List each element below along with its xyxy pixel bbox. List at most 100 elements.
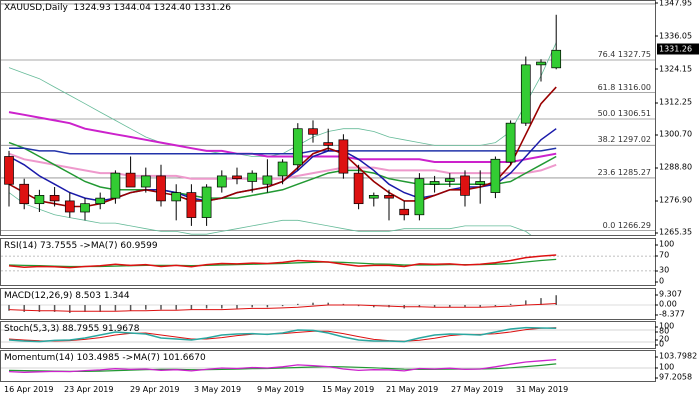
macd-panel[interactable]: MACD(12,26,9) 8.503 1.344 [0,288,656,320]
candle-body [338,139,349,174]
candle-body [186,192,197,218]
stoch-label: Stoch(5,3,3) 88.7955 91.9678 [4,324,140,334]
candle-body [201,186,212,218]
chart-ohlc-values: 1324.93 1344.04 1324.40 1331.26 [73,3,231,13]
momentum-panel[interactable]: Momentum(14) 103.4985 ->MA(7) 101.6670 [0,350,656,382]
candle-body [19,183,30,205]
momentum-line [8,358,557,373]
rsi-label: RSI(14) 73.7555 ->MA(7) 60.9599 [4,241,158,251]
fib-level-label: 23.6 1285.27 [597,167,651,177]
candle-body [384,195,394,199]
price-chart-svg [1,3,655,235]
rsi-axis-30: 30 [654,265,670,275]
price-axis: 1347.95 1336.05 1324.15 1312.25 1300.70 1288.… [654,0,700,237]
momentum-svg [1,358,655,373]
date-tick-label: 3 May 2019 [194,385,242,394]
candle-body [262,175,273,185]
candle-body [156,175,166,202]
price-axis-tick: 1288.80 [654,162,693,172]
candle-body [490,158,501,193]
price-axis-tick: 1276.90 [654,195,693,205]
fib-level-label: 100.0 1347.95 [592,1,651,3]
macd-axis-min: -8.377 [655,309,685,319]
date-tick-label: 15 May 2019 [322,385,375,394]
candle-body [232,175,242,180]
date-tick-label: 27 May 2019 [451,385,504,394]
candle-body [171,192,182,202]
stoch-k-line [8,326,557,343]
stoch-axis-0: 0 [654,339,665,349]
momentum-label: Momentum(14) 103.4985 ->MA(7) 101.6670 [4,353,206,363]
macd-svg [1,295,655,314]
candle-body [536,61,546,66]
fib-level-label: 0.0 1266.29 [602,220,651,230]
price-axis-tick: 1300.70 [654,129,693,139]
candle-body [277,161,288,177]
price-axis-tick: 1324.15 [654,64,693,74]
stoch-panel[interactable]: Stoch(5,3,3) 88.7955 91.9678 [0,321,656,349]
rsi-line [8,254,557,269]
candle-body [429,181,440,185]
ma-trend-line [9,147,557,155]
candle-body [460,175,470,196]
macd-axis-zero: 0.00 [655,299,677,309]
date-tick-label: 9 May 2019 [257,385,305,394]
momentum-axis-100: 100 [654,362,675,372]
candle-body [505,122,516,163]
bollinger-lower-line [8,192,532,235]
candle-body [353,172,364,205]
candle-body [64,200,75,213]
date-tick-label: 21 May 2019 [386,385,439,394]
fib-level-label: 76.4 1327.75 [597,50,651,59]
candle-body [520,64,531,124]
date-axis: 16 Apr 2019 23 Apr 2019 29 Apr 2019 3 May 2… [0,382,656,400]
current-price-tag: 1331.26 [657,43,699,55]
price-axis-tick: 1265.35 [654,227,693,237]
chart-title-ohlc: XAUUSD,Daily 1324.93 1344.04 1324.40 133… [4,3,231,13]
date-tick-label: 23 Apr 2019 [64,385,114,394]
stoch-axis: 100 80 20 0 [654,321,700,349]
stoch-svg [1,326,655,343]
price-axis-tick: 1312.25 [654,97,693,107]
macd-label: MACD(12,26,9) 8.503 1.344 [4,291,130,301]
macd-axis: 9.307 0.00 -8.377 [655,288,700,320]
stoch-axis-80: 80 [654,326,670,336]
candle-body [216,175,227,188]
stoch-axis-20: 20 [654,334,670,344]
candle-body [414,178,425,216]
stoch-axis-100: 100 [654,321,675,331]
candle-body [49,195,60,202]
candle-body [247,172,258,182]
macd-axis-max: 9.307 [655,289,682,299]
candle-body [80,203,90,213]
candle-body [323,142,334,146]
candle-body [368,195,379,199]
fib-level-label: 50.0 1306.51 [597,108,651,118]
rsi-svg [1,254,655,272]
ma-slow-line [8,111,557,163]
date-tick-label: 31 May 2019 [516,385,569,394]
candle-body [551,49,562,69]
price-chart-panel[interactable]: XAUUSD,Daily 1324.93 1344.04 1324.40 133… [0,0,656,236]
chart-title: XAUUSD,Daily [4,3,68,13]
candle-body [308,128,318,135]
momentum-axis-max: 103.7982 [654,351,698,361]
ma-fast-line [8,86,557,208]
candle-body [475,181,486,185]
rsi-axis-100: 100 [654,239,675,249]
price-axis-tick: 1347.95 [654,0,693,8]
macd-signal-line [8,303,557,312]
candle-body [34,195,45,205]
candle-body [292,128,303,166]
momentum-axis-min: 97.2058 [654,372,693,382]
rsi-axis-70: 70 [654,250,670,260]
candle-body [399,208,410,216]
price-axis-tick: 1336.05 [654,31,693,41]
candle-body [110,172,121,199]
rsi-axis-0: 0 [654,276,665,286]
candle-body [4,156,14,185]
candle-body [95,197,106,205]
rsi-axis: 100 70 30 0 [654,238,700,286]
candle-body [125,172,136,188]
rsi-panel[interactable]: RSI(14) 73.7555 ->MA(7) 60.9599 [0,238,656,286]
